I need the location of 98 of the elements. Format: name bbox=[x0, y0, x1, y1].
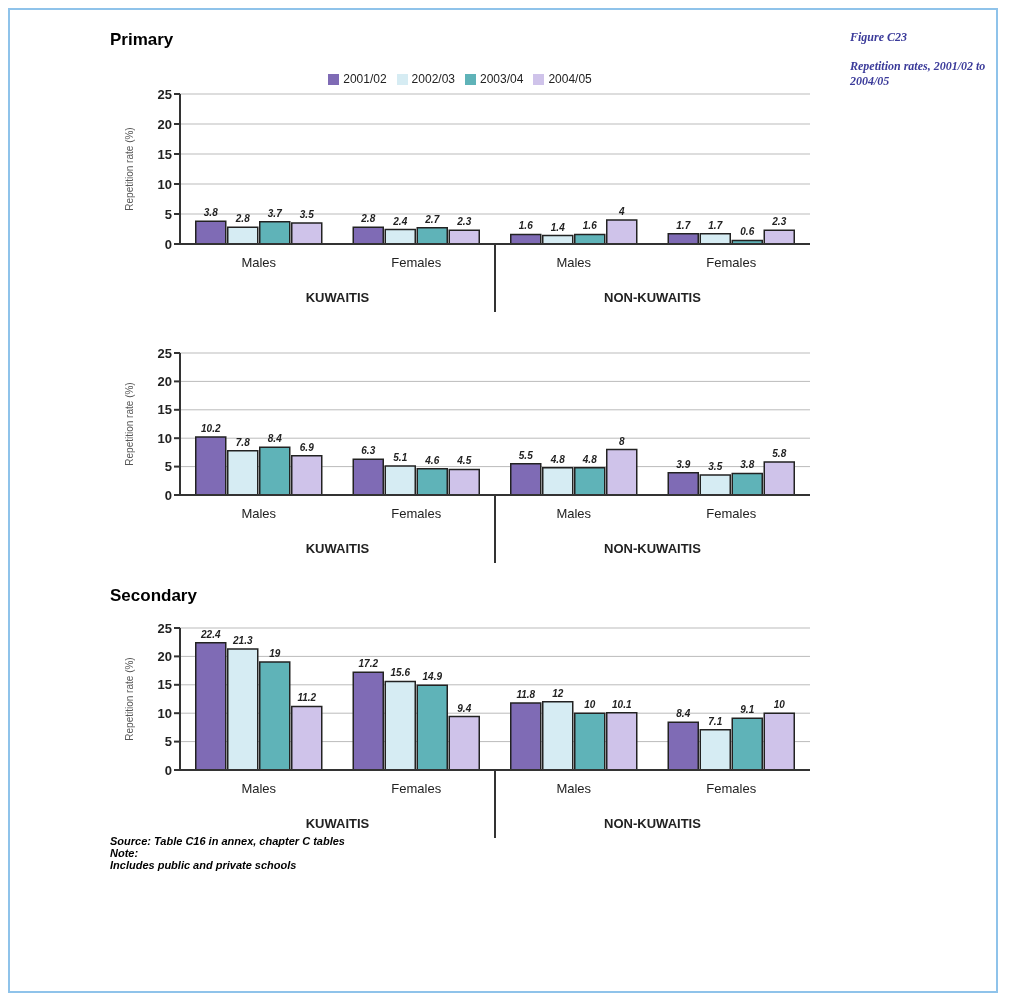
chart-title: Primary bbox=[110, 30, 175, 50]
data-label: 3.5 bbox=[299, 209, 315, 220]
text: KUWAITIS bbox=[304, 290, 371, 305]
y-axis-title: Repetition rate (%) bbox=[123, 127, 135, 211]
data-label: 2.7 bbox=[424, 213, 440, 225]
data-label: 5.1 bbox=[393, 452, 408, 464]
x-tick-label: Females bbox=[706, 255, 757, 271]
data-label: 5.8 bbox=[772, 448, 787, 460]
x-tick-label: Females bbox=[391, 781, 442, 797]
caption: Figure C23 bbox=[850, 30, 908, 45]
data-label: 1.6 bbox=[518, 220, 534, 232]
y-tick-label: 25 bbox=[157, 345, 172, 361]
data-label: 11.8 bbox=[516, 688, 536, 700]
text: NON-KUWAITIS bbox=[603, 816, 702, 831]
y-tick-label: 15 bbox=[157, 402, 172, 418]
data-label: 11.2 bbox=[297, 692, 317, 704]
data-label: 3.8 bbox=[740, 459, 755, 471]
data-label: 2.8 bbox=[234, 213, 251, 225]
data-label: 1.7 bbox=[676, 219, 691, 231]
y-tick-label: 25 bbox=[157, 86, 172, 102]
legend-label: 2003/04 bbox=[480, 72, 524, 86]
data-label: 19 bbox=[269, 648, 281, 660]
data-label: 4.5 bbox=[456, 455, 472, 467]
x-tick-label: Females bbox=[391, 506, 442, 522]
data-label: 17.2 bbox=[358, 658, 379, 670]
data-label: 10.2 bbox=[201, 423, 221, 435]
x-tick-label: Males bbox=[241, 506, 277, 522]
data-label: 2.4 bbox=[392, 215, 408, 227]
y-tick-label: 10 bbox=[157, 705, 172, 721]
data-label: 8.4 bbox=[267, 433, 283, 445]
data-label: 15.6 bbox=[390, 667, 411, 679]
text: NON-KUWAITIS bbox=[603, 541, 702, 556]
y-tick-label: 5 bbox=[164, 459, 172, 475]
data-label: 3.9 bbox=[676, 458, 691, 470]
y-tick-label: 5 bbox=[164, 206, 172, 222]
y-tick-label: 5 bbox=[164, 734, 172, 750]
data-label: 4.8 bbox=[581, 453, 598, 465]
data-label: 10 bbox=[584, 699, 596, 711]
data-label: 3.7 bbox=[267, 207, 283, 219]
y-axis-title: Repetition rate (%) bbox=[123, 382, 135, 466]
y-tick-label: 25 bbox=[157, 620, 172, 636]
x-tick-label: Females bbox=[391, 255, 442, 271]
text: Includes public and private schools bbox=[110, 859, 298, 871]
data-label: 3.8 bbox=[203, 207, 219, 219]
data-label: 2.8 bbox=[360, 213, 376, 225]
data-label: 9.4 bbox=[457, 702, 472, 714]
data-label: 2.3 bbox=[771, 216, 787, 228]
y-tick-label: 20 bbox=[157, 374, 172, 390]
data-label: 8 bbox=[618, 435, 625, 447]
data-label: 9.1 bbox=[740, 704, 755, 716]
data-label: 6.9 bbox=[299, 441, 315, 453]
data-label: 1.6 bbox=[582, 220, 598, 232]
y-tick-label: 20 bbox=[157, 649, 172, 665]
y-tick-label: 0 bbox=[164, 487, 172, 503]
x-tick-label: Females bbox=[706, 781, 757, 797]
x-tick-label: Males bbox=[556, 506, 592, 522]
data-label: 1.4 bbox=[550, 221, 566, 233]
data-label: 10 bbox=[773, 699, 786, 711]
source-note: Source: Table C16 in annex, chapter C tables bbox=[110, 835, 346, 847]
x-tick-label: Males bbox=[241, 255, 277, 271]
data-label: 22.4 bbox=[200, 628, 221, 640]
data-label: 7.8 bbox=[235, 436, 251, 448]
data-label: 6.3 bbox=[361, 445, 376, 457]
data-label: 8.4 bbox=[676, 708, 691, 720]
data-label: 3.5 bbox=[708, 461, 723, 473]
y-tick-label: 10 bbox=[157, 430, 172, 446]
data-label: 10.1 bbox=[612, 698, 632, 710]
legend-label: 2004/05 bbox=[548, 72, 592, 86]
data-label: 1.7 bbox=[708, 219, 723, 231]
data-label: 4.6 bbox=[424, 454, 440, 466]
x-tick-label: Males bbox=[556, 255, 592, 271]
text: KUWAITIS bbox=[304, 541, 371, 556]
data-label: 14.9 bbox=[422, 671, 443, 683]
y-tick-label: 15 bbox=[157, 146, 172, 162]
y-tick-label: 20 bbox=[157, 116, 172, 132]
data-label: 0.6 bbox=[740, 226, 755, 238]
text: Note: bbox=[110, 847, 140, 859]
legend-label: 2002/03 bbox=[411, 72, 455, 86]
y-axis-title: Repetition rate (%) bbox=[123, 657, 135, 741]
legend-label: 2001/02 bbox=[343, 72, 387, 86]
text: KUWAITIS bbox=[304, 816, 371, 831]
text: Repetition rates, 2001/02 to 2004/05 bbox=[850, 59, 987, 89]
data-label: 2.3 bbox=[456, 216, 472, 228]
y-tick-label: 15 bbox=[157, 677, 172, 693]
data-label: 5.5 bbox=[518, 449, 534, 461]
data-label: 4.8 bbox=[549, 453, 566, 465]
data-label: 12 bbox=[552, 687, 564, 699]
x-tick-label: Males bbox=[241, 781, 277, 797]
text: NON-KUWAITIS bbox=[603, 290, 702, 305]
y-tick-label: 10 bbox=[157, 176, 172, 192]
x-tick-label: Females bbox=[706, 506, 757, 522]
data-label: 7.1 bbox=[708, 715, 723, 727]
y-tick-label: 0 bbox=[164, 236, 172, 252]
y-tick-label: 0 bbox=[164, 762, 172, 778]
chart-title: Secondary bbox=[110, 586, 198, 606]
data-label: 21.3 bbox=[232, 635, 253, 647]
x-tick-label: Males bbox=[556, 781, 592, 797]
data-label: 4 bbox=[617, 206, 625, 217]
